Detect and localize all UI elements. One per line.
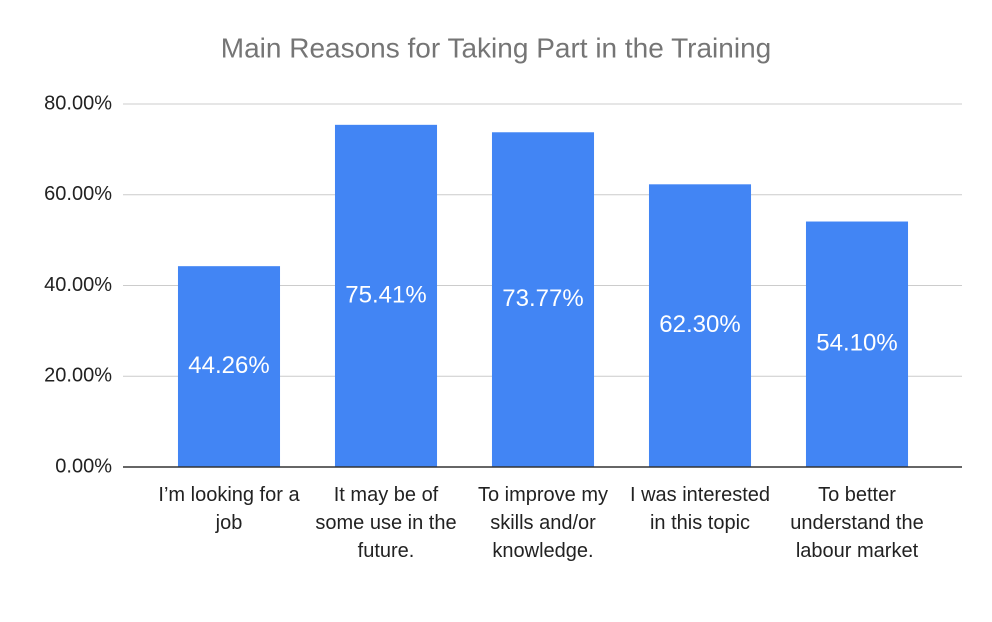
x-tick-label: I was interested in this topic <box>629 484 771 534</box>
data-label: 44.26% <box>188 352 269 379</box>
y-tick-label: 40.00% <box>44 274 112 296</box>
x-tick-label: To improve my skills and/or knowledge. <box>477 484 609 562</box>
bar <box>177 266 281 467</box>
x-tick-label: I’m looking for a job <box>158 484 300 534</box>
data-label: 73.77% <box>502 285 583 312</box>
y-tick-label: 60.00% <box>44 183 112 205</box>
chart-title: Main Reasons for Taking Part in the Trai… <box>221 32 771 63</box>
bar <box>334 124 438 468</box>
y-tick-label: 20.00% <box>44 365 112 387</box>
x-tick-label: It may be of some use in the future. <box>315 484 457 562</box>
x-tick-label: To better understand the labour market <box>790 484 924 562</box>
y-tick-label: 80.00% <box>44 92 112 114</box>
bar <box>491 132 595 468</box>
bar <box>805 221 909 467</box>
y-tick-label: 0.00% <box>55 455 112 477</box>
data-label: 54.10% <box>816 330 897 357</box>
data-label: 75.41% <box>345 281 426 308</box>
data-label: 62.30% <box>659 311 740 338</box>
bar <box>648 184 752 467</box>
